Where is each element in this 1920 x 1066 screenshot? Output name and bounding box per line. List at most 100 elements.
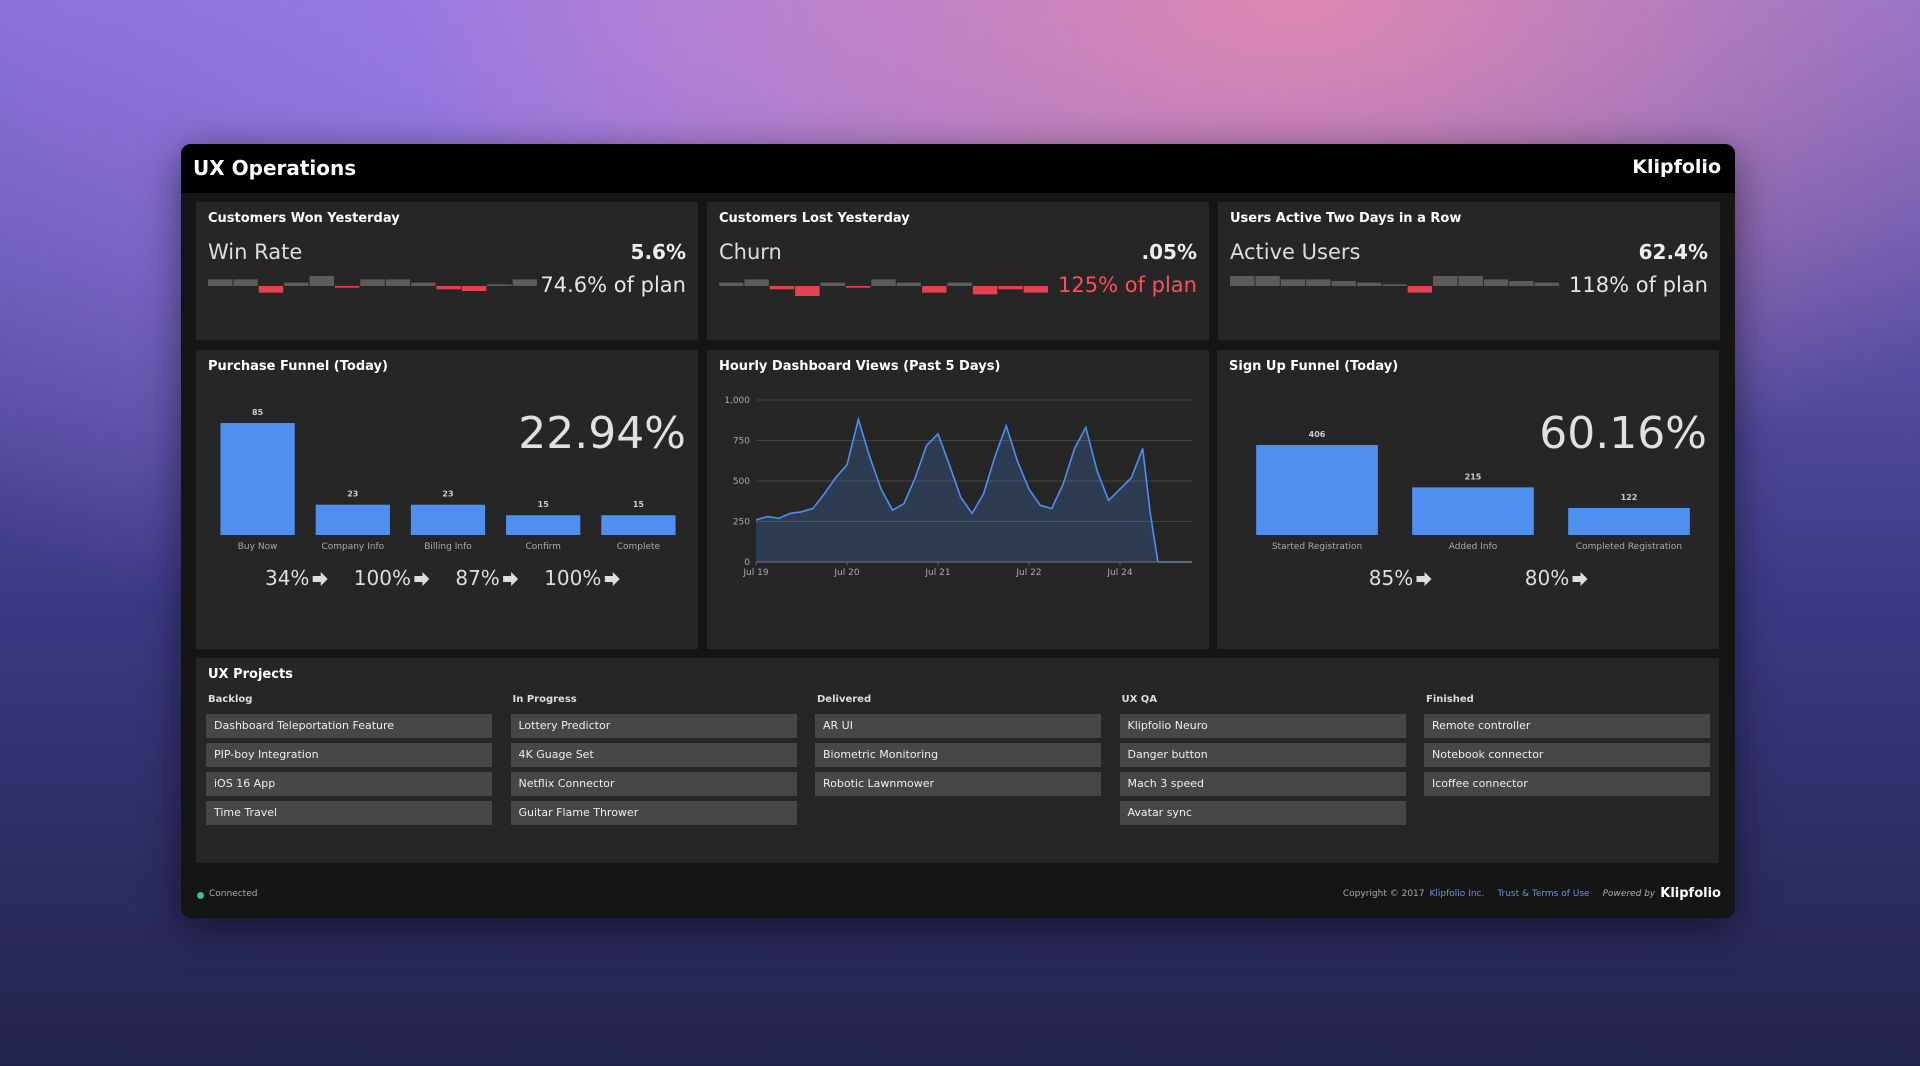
sparkline-bar bbox=[360, 279, 385, 286]
status-dot bbox=[197, 892, 204, 899]
dashboard-title: UX Operations bbox=[193, 156, 357, 180]
column-name: In Progress bbox=[512, 694, 577, 705]
y-tick-label: 0 bbox=[744, 558, 750, 568]
funnel-headline: 60.16% bbox=[1539, 408, 1707, 459]
line bbox=[755, 416, 1192, 563]
sparkline-bar bbox=[947, 282, 972, 286]
project-card[interactable]: iOS 16 App bbox=[206, 772, 492, 796]
project-card[interactable]: Mach 3 speed bbox=[1119, 772, 1406, 796]
kpi-value: 5.6% bbox=[630, 240, 686, 264]
project-card[interactable]: Notebook connector bbox=[1424, 743, 1710, 767]
project-card[interactable]: Avatar sync bbox=[1119, 801, 1406, 825]
panel-title: Users Active Two Days in a Row bbox=[1230, 211, 1462, 226]
kpi-label: Win Rate bbox=[208, 240, 303, 264]
sparkline-bar bbox=[1280, 279, 1306, 286]
funnel-bar bbox=[410, 504, 486, 535]
project-card[interactable]: AR UI bbox=[815, 714, 1101, 738]
project-card[interactable]: 4K Guage Set bbox=[510, 743, 797, 767]
kpi-value: .05% bbox=[1141, 240, 1197, 264]
funnel-panel: Purchase Funnel (Today) 22.94% 85 Buy Now 23… bbox=[196, 350, 698, 649]
x-tick-label: Jul 19 bbox=[742, 568, 768, 578]
bar-value-label: 15 bbox=[633, 500, 645, 509]
y-tick-label: 500 bbox=[733, 477, 750, 487]
project-card[interactable]: Icoffee connector bbox=[1424, 772, 1710, 796]
footer-links: Copyright © 2017 Klipfolio Inc. Trust & Te… bbox=[1343, 886, 1721, 901]
company-link[interactable]: Klipfolio Inc. bbox=[1429, 888, 1485, 899]
sparkline-bar bbox=[385, 279, 411, 286]
funnel-chart: 85 Buy Now 23 Company Info 23 Billing Info 15 C… bbox=[220, 408, 676, 590]
project-card[interactable]: Lottery Predictor bbox=[510, 714, 797, 738]
panel-title: Customers Lost Yesterday bbox=[719, 211, 910, 226]
bar-value-label: 85 bbox=[252, 408, 264, 417]
project-card[interactable]: Guitar Flame Thrower bbox=[510, 801, 797, 825]
header-bar bbox=[181, 144, 1735, 193]
sparkline-bar bbox=[411, 282, 436, 286]
y-tick-label: 1,000 bbox=[724, 396, 750, 406]
terms-link[interactable]: Trust & Terms of Use bbox=[1497, 888, 1590, 899]
project-card[interactable]: PIP-boy Integration bbox=[206, 743, 492, 767]
footer-logo[interactable]: Klipfolio bbox=[1660, 886, 1721, 901]
panel-title: Hourly Dashboard Views (Past 5 Days) bbox=[719, 359, 1001, 374]
column-name: Delivered bbox=[817, 694, 872, 705]
panel-title: Purchase Funnel (Today) bbox=[208, 359, 388, 374]
x-tick-label: Jul 20 bbox=[833, 568, 859, 578]
arrow-icon bbox=[604, 572, 620, 586]
conversion-rate: 100% bbox=[354, 566, 411, 590]
project-card[interactable]: Biometric Monitoring bbox=[815, 743, 1101, 767]
funnel-panel: Sign Up Funnel (Today) 60.16% 406 Started R… bbox=[1217, 350, 1719, 649]
bar-category-label: Confirm bbox=[525, 542, 560, 552]
column-name: Backlog bbox=[208, 694, 253, 705]
kpi-plan: 118% of plan bbox=[1569, 273, 1708, 297]
project-card[interactable]: Robotic Lawnmower bbox=[815, 772, 1101, 796]
project-card[interactable]: Dashboard Teleportation Feature bbox=[206, 714, 492, 738]
sparkline-bar bbox=[512, 279, 537, 286]
funnel-headline: 22.94% bbox=[518, 408, 686, 459]
sparkline bbox=[719, 279, 1048, 296]
sparkline-bar bbox=[1382, 284, 1407, 286]
copyright: Copyright © 2017 bbox=[1342, 888, 1425, 899]
arrow-icon bbox=[312, 572, 328, 586]
sparkline-bar bbox=[1306, 279, 1331, 286]
project-card[interactable]: Time Travel bbox=[206, 801, 492, 825]
bar-value-label: 23 bbox=[442, 490, 453, 499]
status-text: Connected bbox=[209, 889, 258, 899]
sparkline-bar bbox=[1407, 286, 1433, 293]
bar-value-label: 15 bbox=[538, 500, 550, 509]
kpi-label: Active Users bbox=[1230, 240, 1361, 264]
sparkline-bar bbox=[1433, 276, 1458, 286]
sparkline-bar bbox=[258, 286, 284, 293]
sparkline-bar bbox=[1458, 276, 1483, 286]
project-card[interactable]: Remote controller bbox=[1424, 714, 1710, 738]
sparkline-bar bbox=[871, 279, 896, 286]
funnel-bar bbox=[601, 515, 676, 535]
project-card[interactable]: Danger button bbox=[1119, 743, 1406, 767]
sparkline-bar bbox=[719, 282, 744, 286]
sparkline-bar bbox=[922, 286, 947, 293]
sparkline-bar bbox=[744, 279, 769, 286]
logo[interactable]: Klipfolio bbox=[1632, 156, 1721, 178]
column-name: Finished bbox=[1426, 694, 1474, 705]
project-card[interactable]: Netflix Connector bbox=[510, 772, 797, 796]
panel-title: Customers Won Yesterday bbox=[208, 211, 400, 226]
powered-by: Powered by bbox=[1602, 888, 1656, 899]
funnel-bar bbox=[315, 504, 390, 535]
dashboard: UX Operations Klipfolio Customers Won Ye… bbox=[181, 144, 1735, 918]
sparkline-bar bbox=[334, 286, 360, 288]
sparkline-bar bbox=[284, 282, 309, 286]
bar-category-label: Added Info bbox=[1449, 542, 1498, 552]
kpi-panel: Customers Won Yesterday Win Rate 5.6% 74.6%… bbox=[196, 202, 698, 340]
y-tick-label: 250 bbox=[733, 518, 750, 528]
funnel-bar bbox=[506, 515, 581, 535]
y-tick-label: 750 bbox=[733, 437, 750, 447]
sparkline-bar bbox=[436, 286, 461, 290]
kpi-plan: 125% of plan bbox=[1058, 273, 1197, 297]
project-card[interactable]: Klipfolio Neuro bbox=[1119, 714, 1406, 738]
kpi-panel: Customers Lost Yesterday Churn .05% 125% of… bbox=[707, 202, 1209, 340]
x-tick-label: Jul 21 bbox=[924, 568, 950, 578]
sparkline-bar bbox=[972, 286, 998, 295]
conversion-rate: 80% bbox=[1525, 566, 1569, 590]
sparkline-bar bbox=[820, 282, 845, 286]
arrow-icon bbox=[1416, 572, 1432, 586]
bar-value-label: 215 bbox=[1465, 472, 1482, 481]
